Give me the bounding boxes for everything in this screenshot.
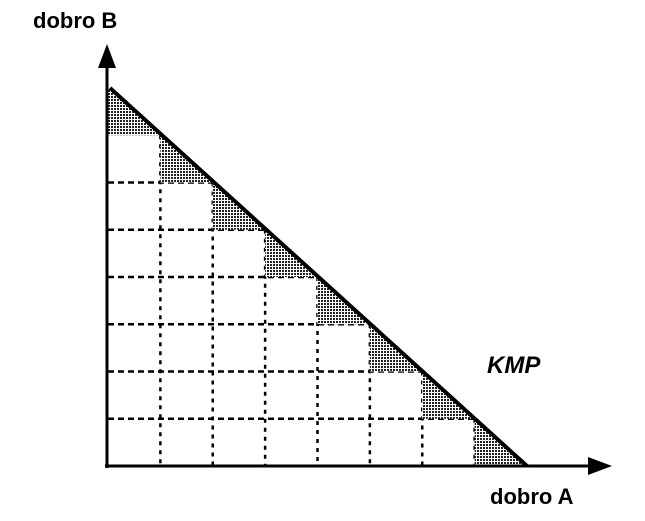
curve-label: KMP [487, 352, 541, 379]
x-axis-label: dobro A [490, 484, 574, 509]
dotted-grid [108, 135, 476, 466]
ppf-line [108, 86, 529, 468]
y-axis-arrow [98, 44, 116, 68]
x-axis-arrow [588, 457, 612, 475]
y-axis-label: dobro B [33, 8, 118, 33]
